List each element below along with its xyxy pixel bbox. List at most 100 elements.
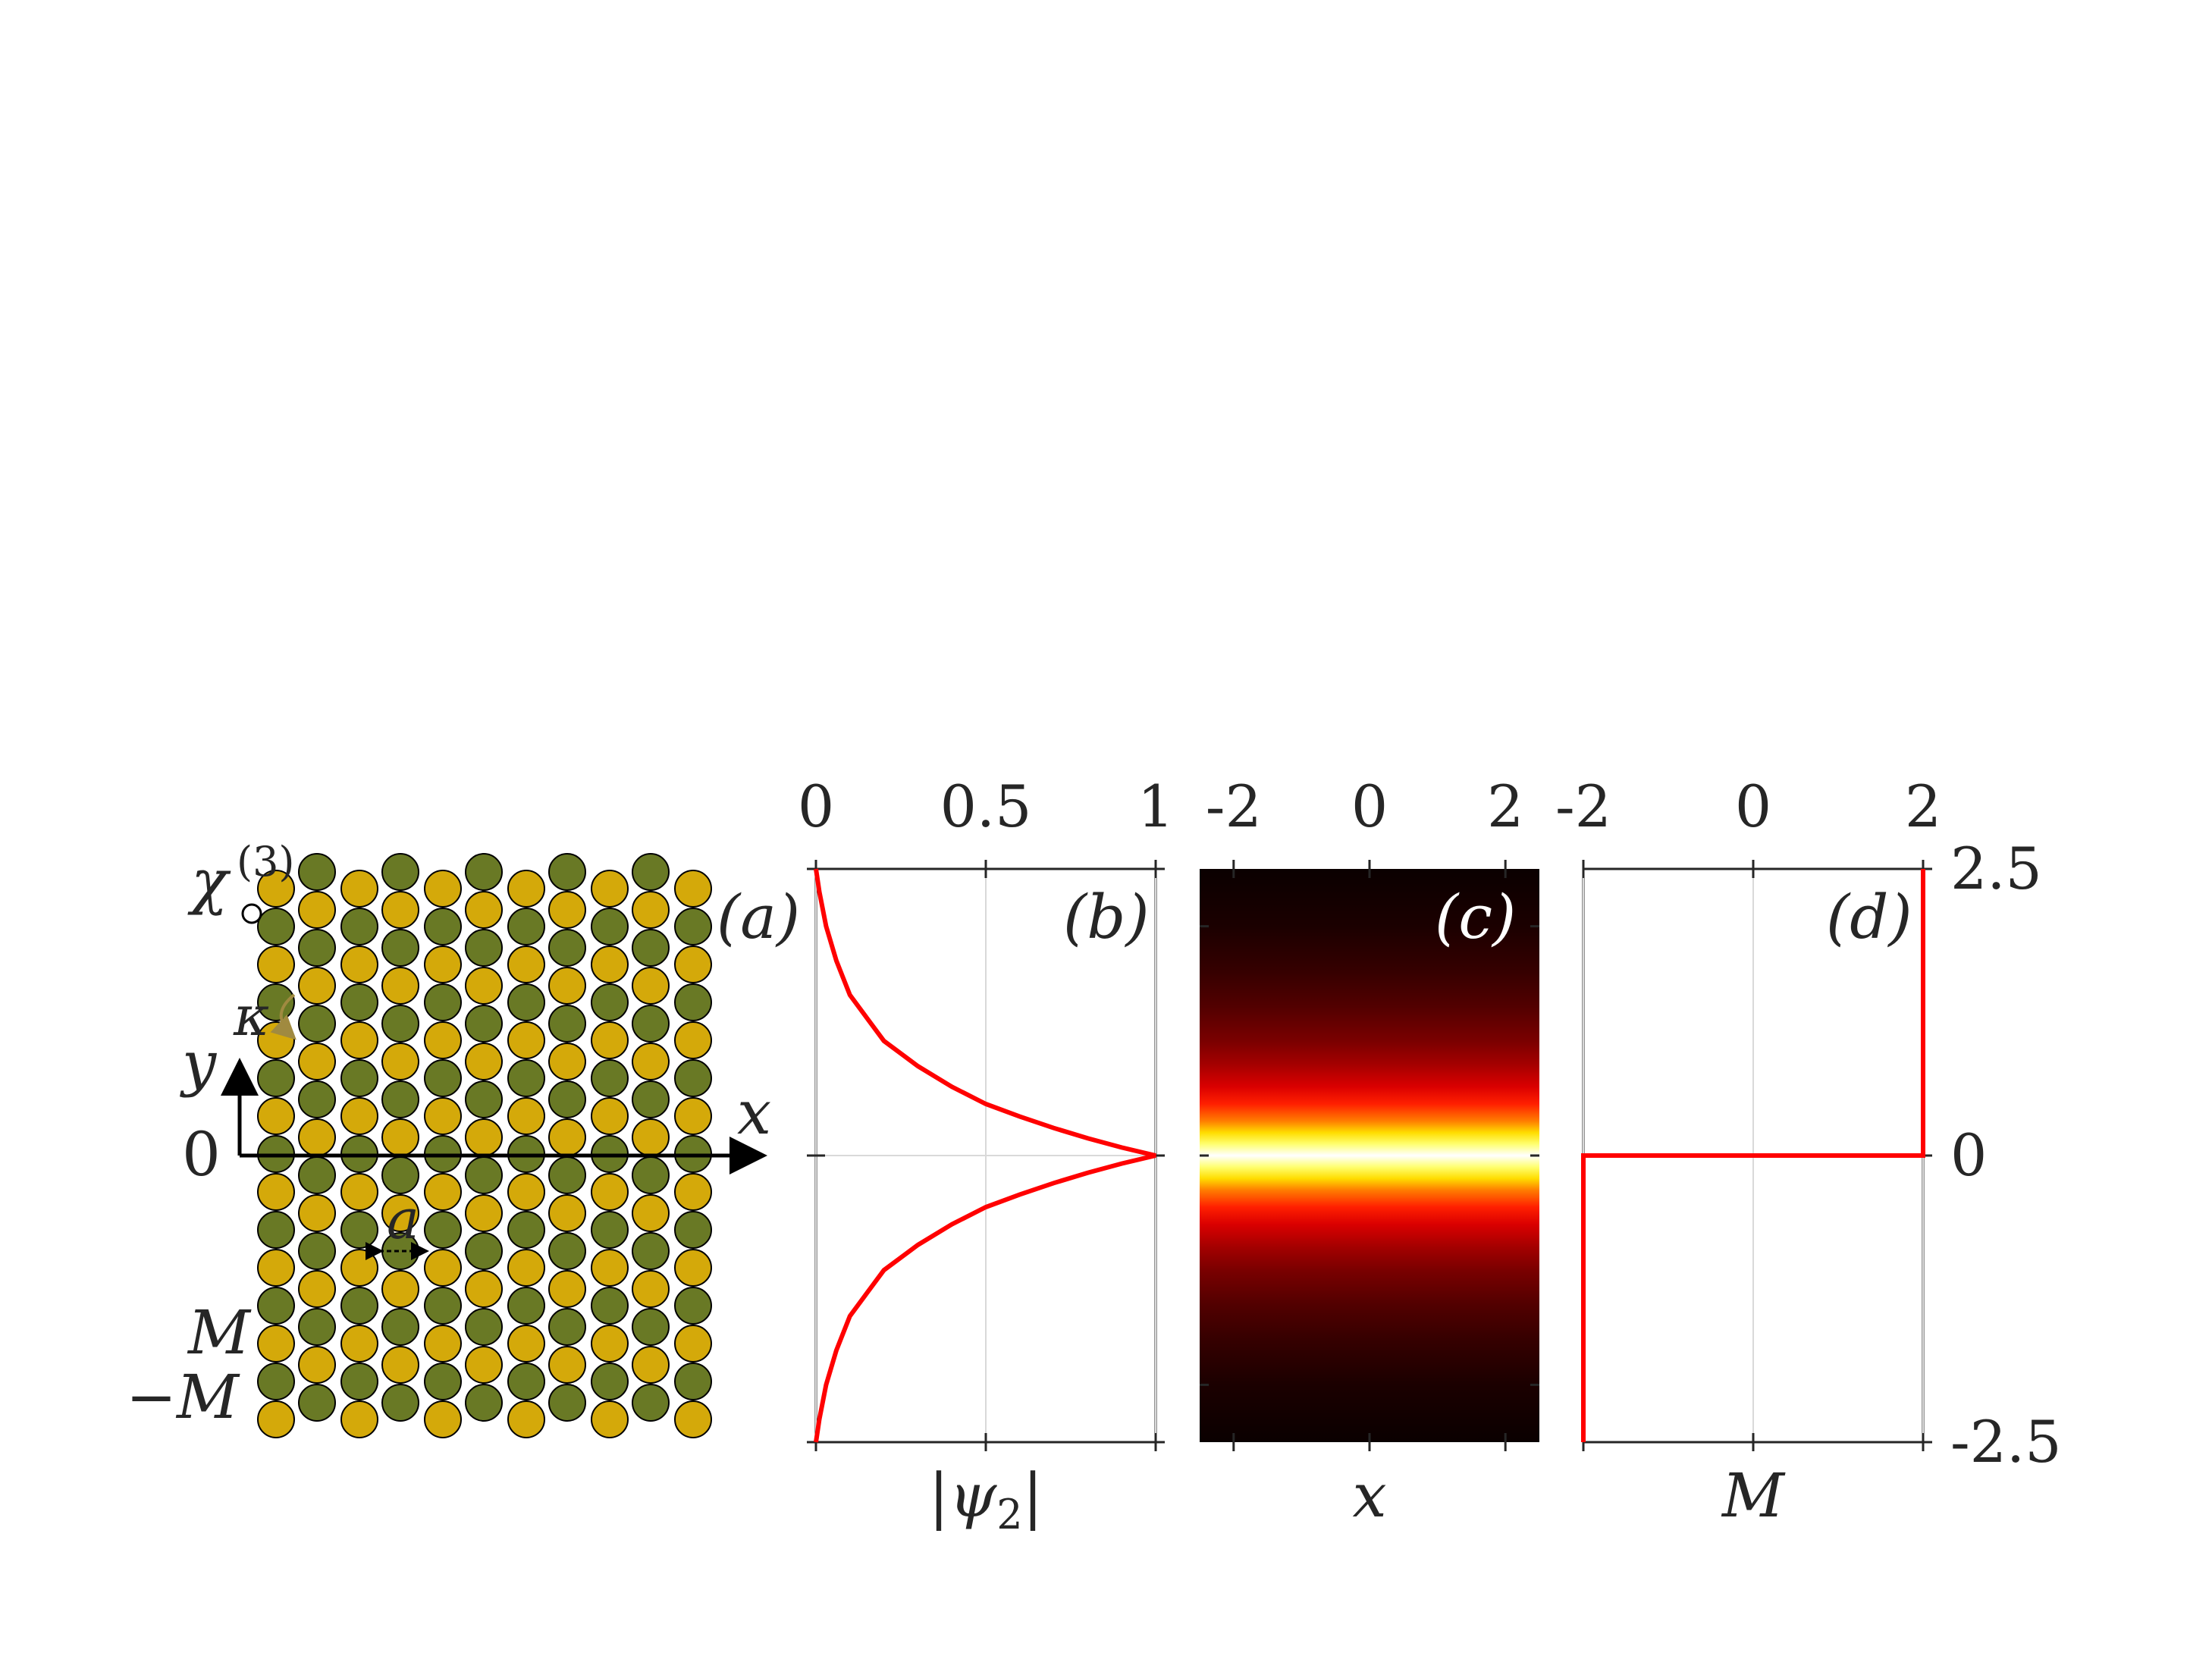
lattice-site [298, 1384, 336, 1422]
lattice-site [507, 1325, 545, 1363]
lattice-site [674, 1400, 712, 1438]
lattice-site [548, 967, 586, 1005]
lattice-site [507, 870, 545, 908]
chi-loop-icon [241, 903, 262, 924]
lattice-site [381, 1005, 419, 1043]
lattice-site [340, 908, 378, 946]
lattice-site [465, 1270, 503, 1308]
lattice-site [424, 983, 462, 1021]
x-tick-label: 0 [1351, 773, 1388, 840]
lattice-site [548, 1232, 586, 1270]
lattice-site [674, 1325, 712, 1363]
lattice-site [257, 1211, 295, 1249]
lattice-site [548, 1308, 586, 1346]
panel-c-field [1200, 869, 1539, 1442]
lattice-site [507, 1173, 545, 1211]
lattice-site [298, 1156, 336, 1194]
panel-c-label: (c) [1435, 882, 1516, 952]
lattice-site [465, 1080, 503, 1118]
lattice-site [507, 946, 545, 983]
lattice-site [381, 1270, 419, 1308]
lattice-site [340, 1249, 378, 1287]
lattice-site [548, 853, 586, 891]
lattice-site [424, 1363, 462, 1400]
panel-d-curve [1581, 869, 1925, 1442]
lattice-site [507, 1211, 545, 1249]
lattice-site [257, 1400, 295, 1438]
lattice-site [591, 1211, 629, 1249]
lattice-site [340, 1400, 378, 1438]
lattice-site [424, 1211, 462, 1249]
lattice-site [340, 1021, 378, 1059]
lattice-site [507, 1021, 545, 1059]
x-tick-label: 2 [1487, 773, 1523, 840]
lattice-site [381, 1080, 419, 1118]
lattice-site [340, 983, 378, 1021]
x-tick-label: -2 [1206, 773, 1262, 840]
lattice-site [465, 1043, 503, 1080]
x-tick-label: -2 [1555, 773, 1611, 840]
lattice-site [674, 1097, 712, 1135]
lattice-site [381, 929, 419, 967]
lattice-site [381, 1346, 419, 1384]
lattice-site [674, 1287, 712, 1325]
panel-b-chart: 0 0.5 1 (b) |ψ2| [798, 773, 1174, 1538]
lattice-site [591, 908, 629, 946]
lattice-site [548, 1118, 586, 1156]
panel-d-chart: -2 0 22.5 0 -2.5 (d) M [1555, 773, 2062, 1531]
chi-symbol: χ [187, 846, 231, 917]
lattice-site [548, 1156, 586, 1194]
lattice-site [507, 1097, 545, 1135]
lattice-site [507, 1249, 545, 1287]
lattice-site [632, 1118, 670, 1156]
lattice-site [424, 1325, 462, 1363]
lattice-site [591, 1173, 629, 1211]
lattice-site [257, 1249, 295, 1287]
lattice-site [298, 1005, 336, 1043]
panel-c-ticks: -2 0 2 [1200, 773, 1539, 1451]
lattice-site [298, 1308, 336, 1346]
lattice-site [257, 908, 295, 946]
lattice-site [424, 1021, 462, 1059]
lattice-site [298, 1118, 336, 1156]
lattice-site [591, 1249, 629, 1287]
m-negative-label: −M [126, 1362, 240, 1432]
lattice-site [340, 1325, 378, 1363]
lattice-site [632, 967, 670, 1005]
lattice-site [424, 946, 462, 983]
lattice-site [548, 1080, 586, 1118]
lattice-site [298, 891, 336, 929]
lattice-site [298, 1232, 336, 1270]
lattice-site [257, 1173, 295, 1211]
lattice-site [632, 1232, 670, 1270]
lattice-site [465, 891, 503, 929]
panel-b-label: (b) [1063, 882, 1150, 952]
kappa-label: κ [233, 984, 269, 1048]
lattice-site [340, 946, 378, 983]
x-tick-label: 0 [1735, 773, 1771, 840]
lattice-site [424, 870, 462, 908]
panel-d-label: (d) [1826, 882, 1912, 952]
x-tick-label: 0 [798, 773, 834, 840]
panel-c-heatmap: -2 0 2 (c) x [1200, 773, 1539, 1531]
m-positive-label: M [187, 1297, 252, 1368]
lattice-site [591, 983, 629, 1021]
lattice-site [381, 1308, 419, 1346]
lattice-site [674, 1211, 712, 1249]
y-tick-label: -2.5 [1950, 1408, 2062, 1476]
lattice-site [340, 870, 378, 908]
lattice-site [507, 1363, 545, 1400]
lattice-site [381, 1194, 419, 1232]
lattice-site [424, 1287, 462, 1325]
lattice-site [548, 1043, 586, 1080]
y-tick-label: 0 [1950, 1121, 1987, 1189]
lattice-site [257, 1059, 295, 1097]
lattice-site [674, 1363, 712, 1400]
lattice-site [591, 1021, 629, 1059]
lattice-site [507, 908, 545, 946]
kappa-arc [270, 993, 297, 1040]
lattice-site [632, 929, 670, 967]
lattice-site [340, 1173, 378, 1211]
lattice-site [507, 1400, 545, 1438]
